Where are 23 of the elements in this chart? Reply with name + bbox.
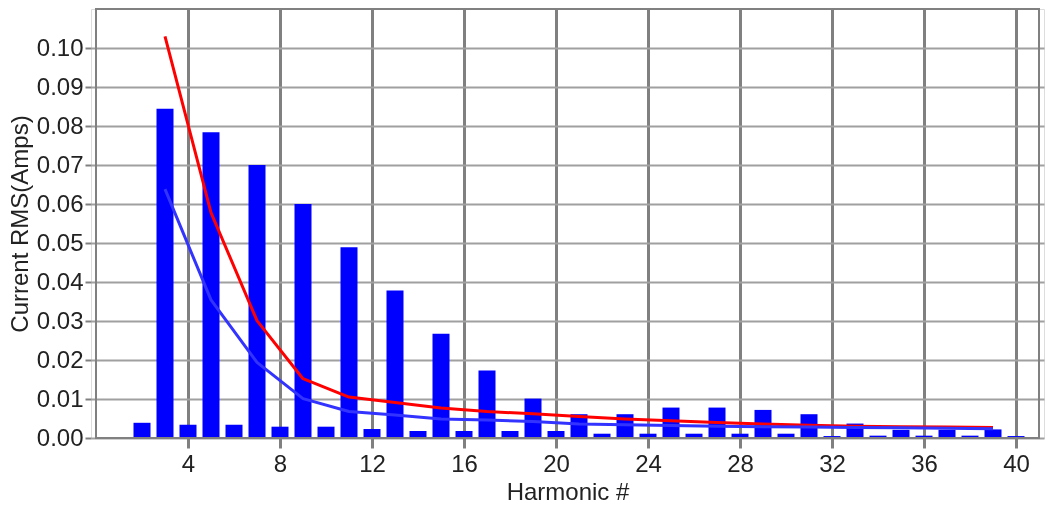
x-tick-label: 24 [635,449,662,477]
y-tick-label: 0.09 [36,72,84,100]
y-tick-label: 0.03 [36,306,84,334]
y-tick-label: 0.01 [36,384,84,412]
x-tick-label: 12 [359,449,386,477]
y-tick-label: 0.08 [36,111,84,139]
y-tick-label: 0.00 [36,423,84,451]
y-tick-label: 0.05 [36,228,84,256]
x-tick-label: 4 [181,449,196,477]
y-axis-title: Current RMS(Amps) [5,115,33,333]
x-tick-label: 20 [543,449,570,477]
x-tick-label: 36 [911,449,938,477]
y-tick-label: 0.06 [36,189,84,217]
y-tick-label: 0.10 [36,33,84,61]
x-tick-label: 32 [819,449,846,477]
y-tick-label: 0.04 [36,267,84,295]
x-tick-label: 28 [727,449,754,477]
x-tick-label: 16 [451,449,478,477]
x-tick-label: 8 [273,449,288,477]
y-tick-label: 0.02 [36,345,84,373]
x-axis-title: Harmonic # [506,477,630,505]
x-tick-label: 40 [1003,449,1030,477]
y-tick-label: 0.07 [36,150,84,178]
